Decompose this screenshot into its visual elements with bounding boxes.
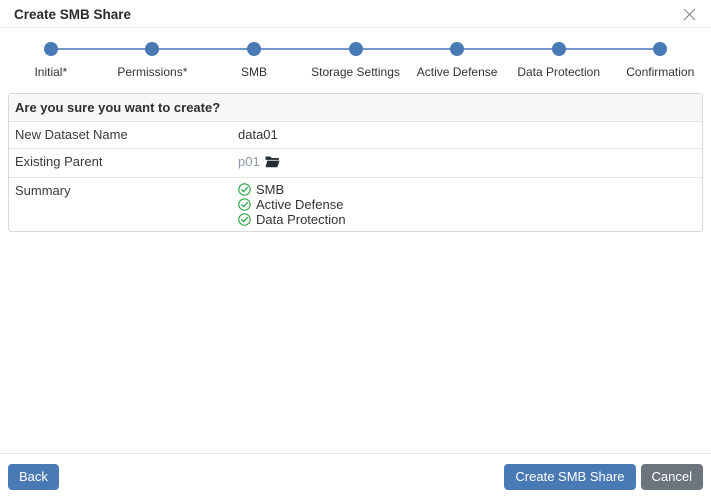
summary-item: SMB bbox=[238, 182, 702, 197]
step-storage-settings[interactable]: Storage Settings bbox=[305, 42, 407, 79]
dialog-header: Create SMB Share bbox=[0, 0, 711, 28]
table-row: New Dataset Name data01 bbox=[9, 121, 702, 148]
step-dot bbox=[43, 42, 58, 56]
summary-label: Summary bbox=[15, 183, 71, 198]
step-label: SMB bbox=[240, 65, 267, 79]
step-label: Initial* bbox=[34, 65, 68, 79]
step-smb[interactable]: SMB bbox=[203, 42, 305, 79]
back-button[interactable]: Back bbox=[8, 464, 59, 490]
summary-item-label: Active Defense bbox=[256, 197, 344, 212]
table-row: Existing Parent p01 bbox=[9, 148, 702, 177]
dialog-title: Create SMB Share bbox=[14, 6, 132, 22]
parent-dataset-name: p01 bbox=[238, 154, 260, 169]
step-dot bbox=[450, 42, 465, 56]
new-dataset-name-label: New Dataset Name bbox=[15, 127, 128, 142]
summary-item-label: Data Protection bbox=[256, 212, 346, 227]
dialog-footer: Back Create SMB Share Cancel bbox=[0, 453, 711, 496]
step-permissions[interactable]: Permissions* bbox=[102, 42, 204, 79]
new-dataset-name-value: data01 bbox=[238, 127, 278, 142]
step-active-defense[interactable]: Active Defense bbox=[406, 42, 508, 79]
step-label: Confirmation bbox=[626, 65, 695, 79]
existing-parent-label: Existing Parent bbox=[15, 154, 103, 169]
close-icon[interactable] bbox=[681, 6, 697, 22]
step-dot bbox=[348, 42, 363, 56]
step-initial[interactable]: Initial* bbox=[0, 42, 102, 79]
open-folder-icon bbox=[265, 155, 280, 173]
step-dot bbox=[246, 42, 261, 56]
table-row: Summary SMB Active Defense Data Protecti… bbox=[9, 177, 702, 231]
summary-value: SMB Active Defense Data Protection bbox=[238, 178, 702, 231]
check-circle-icon bbox=[238, 213, 251, 226]
check-circle-icon bbox=[238, 183, 251, 196]
summary-item-label: SMB bbox=[256, 182, 285, 197]
step-data-protection[interactable]: Data Protection bbox=[508, 42, 610, 79]
step-dot bbox=[653, 42, 668, 56]
step-confirmation[interactable]: Confirmation bbox=[609, 42, 711, 79]
create-smb-share-button[interactable]: Create SMB Share bbox=[504, 464, 636, 490]
summary-item: Data Protection bbox=[238, 212, 702, 227]
confirmation-table: Are you sure you want to create? New Dat… bbox=[8, 93, 703, 232]
step-dot bbox=[551, 42, 566, 56]
step-label: Storage Settings bbox=[311, 65, 400, 79]
step-label: Active Defense bbox=[416, 65, 498, 79]
cancel-button[interactable]: Cancel bbox=[640, 464, 703, 490]
step-label: Permissions* bbox=[117, 65, 188, 79]
wizard-stepper: Initial* Permissions* SMB Storage Settin… bbox=[0, 28, 711, 79]
check-circle-icon bbox=[238, 198, 251, 211]
confirmation-question: Are you sure you want to create? bbox=[9, 94, 702, 121]
summary-item: Active Defense bbox=[238, 197, 702, 212]
existing-parent-value: p01 bbox=[238, 149, 702, 177]
step-dot bbox=[145, 42, 160, 56]
step-label: Data Protection bbox=[517, 65, 601, 79]
